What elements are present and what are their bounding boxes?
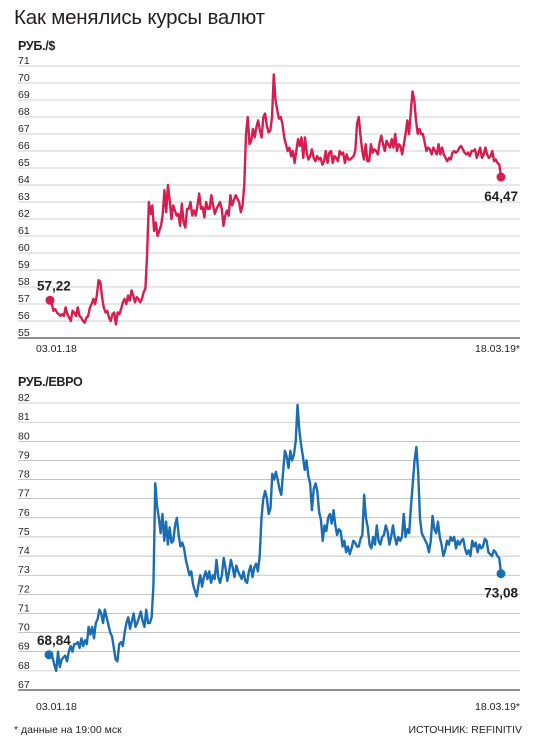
- eur-y-tick-label: 74: [18, 545, 30, 557]
- usd-y-tick-label: 67: [18, 123, 30, 135]
- usd-y-tick-label: 60: [18, 242, 30, 254]
- eur-end-point: [496, 569, 506, 579]
- usd-y-tick-label: 64: [18, 174, 30, 186]
- eur-y-tick-label: 68: [18, 660, 30, 672]
- usd-x-end-label: 18.03.19*: [475, 343, 520, 355]
- usd-start-value-label: 57,22: [37, 278, 71, 293]
- eur-y-tick-label: 69: [18, 641, 30, 653]
- footnote: * данные на 19:00 мск: [14, 724, 122, 736]
- eur-end-value-label: 73,08: [484, 586, 518, 601]
- usd-end-value-label: 64,47: [484, 189, 518, 204]
- usd-y-tick-label: 61: [18, 225, 30, 237]
- usd-y-tick-label: 55: [18, 327, 30, 339]
- eur-y-tick-label: 79: [18, 449, 30, 461]
- eur-y-tick-label: 71: [18, 602, 30, 614]
- usd-y-tick-label: 70: [18, 72, 30, 84]
- usd-y-tick-label: 62: [18, 208, 30, 220]
- usd-y-tick-label: 63: [18, 191, 30, 203]
- eur-y-tick-label: 72: [18, 583, 30, 595]
- eur-y-tick-label: 77: [18, 488, 30, 500]
- usd-y-tick-label: 65: [18, 157, 30, 169]
- usd-y-tick-label: 57: [18, 293, 30, 305]
- eur-unit-label: РУБ./ЕВРО: [18, 375, 83, 389]
- eur-y-tick-label: 67: [18, 679, 30, 691]
- usd-end-point: [496, 172, 506, 182]
- usd-y-tick-label: 59: [18, 259, 30, 271]
- usd-y-tick-label: 69: [18, 89, 30, 101]
- source-note: ИСТОЧНИК: REFINITIV: [408, 724, 523, 736]
- eur-y-tick-label: 80: [18, 430, 30, 442]
- eur-y-tick-label: 75: [18, 526, 30, 538]
- page-title: Как менялись курсы валют: [14, 6, 265, 29]
- usd-x-start-label: 03.01.18: [36, 343, 77, 355]
- eur-y-tick-label: 73: [18, 564, 30, 576]
- eur-x-end-label: 18.03.19*: [475, 701, 520, 713]
- eur-start-point: [44, 650, 54, 660]
- usd-rub-chart: 55 56 57 58 59 60 61 62 63 64 65 66 67 68 69 70 71 57,22 6…: [18, 55, 520, 355]
- eur-y-tick-label: 76: [18, 507, 30, 519]
- usd-y-tick-label: 71: [18, 55, 30, 67]
- eur-series-line: [47, 403, 503, 673]
- usd-unit-label: РУБ./$: [18, 39, 56, 53]
- eur-start-value-label: 68,84: [37, 633, 71, 648]
- usd-y-tick-label: 68: [18, 106, 30, 118]
- eur-x-start-label: 03.01.18: [36, 701, 77, 713]
- usd-y-tick-label: 66: [18, 140, 30, 152]
- eur-y-tick-label: 78: [18, 469, 30, 481]
- usd-start-point: [45, 295, 55, 305]
- usd-y-tick-label: 56: [18, 310, 30, 322]
- eur-y-tick-label: 81: [18, 411, 30, 423]
- usd-y-tick-label: 58: [18, 276, 30, 288]
- eur-y-tick-label: 70: [18, 622, 30, 634]
- eur-y-tick-label: 82: [18, 392, 30, 404]
- usd-series-line: [48, 73, 503, 326]
